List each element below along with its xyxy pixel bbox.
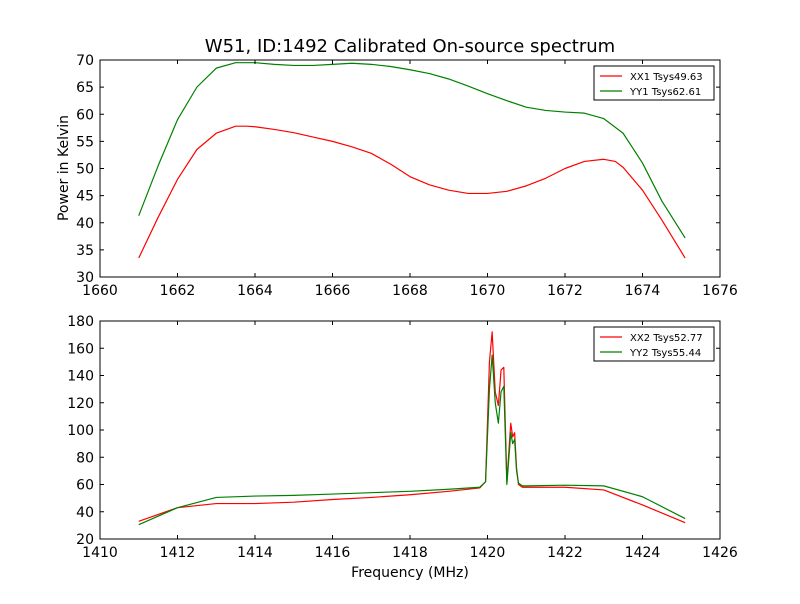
x-tick-label: 1666 [315, 283, 351, 299]
y-tick-label: 50 [76, 162, 94, 178]
y-tick-label: 40 [76, 505, 94, 521]
legend-label: XX1 Tsys49.63 [630, 72, 703, 83]
x-tick-label: 1414 [237, 545, 273, 561]
x-tick-label: 1418 [392, 545, 428, 561]
series-line-2-1 [138, 331, 686, 524]
x-tick-label: 1422 [547, 545, 583, 561]
y-axis-label: Power in Kelvin [56, 115, 72, 221]
legend-box [593, 326, 715, 362]
x-tick-label: 1420 [470, 545, 506, 561]
legend-box [593, 65, 715, 101]
chart-panel-2: 1410 1412 1414 1416 1418 1420 1422 1424 1426 20 40… [67, 314, 738, 561]
x-tick-label: 1410 [82, 545, 118, 561]
chart-title: W51, ID:1492 Calibrated On-source spectr… [205, 36, 615, 57]
x-tick-label: 1660 [82, 283, 118, 299]
legend: XX2 Tsys52.77 YY2 Tsys55.44 [593, 326, 715, 362]
chart-panel-1: 1660 1662 1664 1666 1668 1670 1672 1674 1676 30 35… [76, 53, 738, 299]
y-tick-label: 30 [76, 270, 94, 286]
x-tick-label: 1662 [160, 283, 196, 299]
series-line-2-2 [138, 354, 686, 526]
x-tick-label: 1670 [470, 283, 506, 299]
y-tick-label: 40 [76, 216, 94, 232]
series-line-1-1 [138, 125, 686, 259]
legend: XX1 Tsys49.63 YY1 Tsys62.61 [593, 65, 715, 101]
x-tick-label: 1426 [702, 545, 738, 561]
y-tick-label: 70 [76, 53, 94, 69]
series-line-1-2 [138, 62, 686, 239]
y-tick-label: 180 [67, 314, 94, 330]
y-tick-label: 160 [67, 341, 94, 357]
x-tick-label: 1412 [160, 545, 196, 561]
x-tick-label: 1676 [702, 283, 738, 299]
y-tick-label: 55 [76, 134, 94, 150]
x-tick-label: 1668 [392, 283, 428, 299]
y-tick-label: 65 [76, 80, 94, 96]
y-tick-label: 60 [76, 107, 94, 123]
y-tick-label: 45 [76, 189, 94, 205]
y-tick-label: 100 [67, 423, 94, 439]
x-tick-label: 1416 [315, 545, 351, 561]
legend-label: XX2 Tsys52.77 [630, 333, 703, 344]
y-tick-label: 120 [67, 396, 94, 412]
x-tick-label: 1424 [625, 545, 661, 561]
x-axis-label: Frequency (MHz) [351, 565, 469, 581]
y-tick-label: 35 [76, 243, 94, 259]
legend-label: YY1 Tsys62.61 [629, 87, 701, 98]
x-tick-label: 1672 [547, 283, 583, 299]
x-tick-label: 1664 [237, 283, 273, 299]
legend-label: YY2 Tsys55.44 [629, 348, 701, 359]
y-tick-label: 60 [76, 478, 94, 494]
y-tick-label: 80 [76, 450, 94, 466]
y-tick-label: 20 [76, 532, 94, 548]
x-tick-label: 1674 [625, 283, 661, 299]
y-tick-label: 140 [67, 369, 94, 385]
